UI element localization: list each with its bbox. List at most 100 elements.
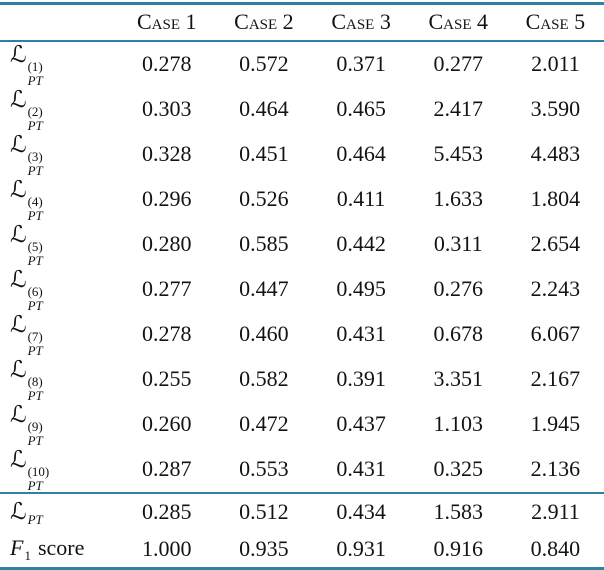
value-cell: 1.945 [530, 411, 581, 436]
column-header: Case 5 [506, 3, 604, 42]
value-cell: 0.303 [142, 96, 192, 121]
value-cell: 0.916 [433, 535, 483, 561]
column-header: Case 3 [312, 3, 410, 42]
table-row: ℒ (2) PT 0.303 0.464 0.465 2.417 3.590 [0, 87, 604, 132]
value-cell: 2.654 [530, 231, 581, 256]
row-label: ℒ (10) PT [0, 447, 118, 493]
value-cell: 1.000 [142, 535, 192, 561]
math-symbol: ℒ [10, 401, 27, 428]
value-cell: 0.391 [336, 366, 386, 391]
value-cell: 0.526 [239, 186, 289, 211]
value-cell: 0.371 [336, 51, 386, 76]
table-row: ℒPT 0.285 0.512 0.434 1.583 2.911 [0, 492, 604, 531]
value-cell: 0.582 [239, 366, 289, 391]
row-label: ℒ (8) PT [0, 357, 118, 402]
row-label: F1 score [0, 531, 118, 569]
value-cell: 0.840 [530, 535, 581, 561]
value-cell: 0.465 [336, 96, 386, 121]
math-symbol: ℒ [10, 41, 27, 68]
value-cell: 0.328 [142, 141, 192, 166]
math-symbol: ℒ [10, 176, 27, 203]
value-cell: 0.678 [433, 321, 483, 346]
math-symbol: F [10, 535, 24, 561]
row-label: ℒ (6) PT [0, 267, 118, 312]
value-cell: 2.243 [530, 276, 581, 301]
value-cell: 0.442 [336, 231, 386, 256]
value-cell: 0.464 [336, 141, 386, 166]
value-cell: 2.417 [433, 96, 483, 121]
header-row: Case 1 Case 2 Case 3 Case 4 Case 5 [0, 3, 604, 42]
row-label: ℒ (1) PT [0, 41, 118, 87]
table-row: ℒ (7) PT 0.278 0.460 0.431 0.678 6.067 [0, 312, 604, 357]
value-cell: 0.255 [142, 366, 192, 391]
value-cell: 0.260 [142, 411, 192, 436]
table-row: ℒ (5) PT 0.280 0.585 0.442 0.311 2.654 [0, 222, 604, 267]
row-label: ℒ (4) PT [0, 177, 118, 222]
superscript-subscript: (5) PT [27, 238, 43, 268]
superscript-subscript: (7) PT [27, 328, 43, 358]
value-cell: 2.011 [531, 51, 580, 76]
value-cell: 0.512 [239, 499, 289, 524]
superscript-subscript: (3) PT [27, 148, 43, 178]
value-cell: 0.325 [433, 456, 483, 481]
value-cell: 0.431 [336, 456, 386, 481]
superscript-subscript: (8) PT [27, 373, 43, 403]
table-row: F1 score 1.000 0.935 0.931 0.916 0.840 [0, 531, 604, 569]
value-cell: 0.280 [142, 231, 192, 256]
value-cell: 1.583 [433, 499, 483, 524]
superscript-subscript: (2) PT [27, 103, 43, 133]
value-cell: 4.483 [530, 141, 581, 166]
value-cell: 0.935 [239, 535, 289, 561]
value-cell: 0.460 [239, 321, 289, 346]
value-cell: 1.633 [433, 186, 483, 211]
row-label: ℒ (2) PT [0, 87, 118, 132]
superscript-subscript: (9) PT [27, 418, 43, 448]
math-symbol: ℒ [10, 221, 27, 248]
table-row: ℒ (10) PT 0.287 0.553 0.431 0.325 2.136 [0, 447, 604, 493]
value-cell: 0.278 [142, 51, 192, 76]
value-cell: 0.285 [142, 499, 192, 524]
subscript: 1 [24, 548, 31, 564]
math-symbol: ℒ [10, 446, 27, 473]
value-cell: 1.804 [530, 186, 581, 211]
value-cell: 0.931 [336, 535, 386, 561]
row-label: ℒ (7) PT [0, 312, 118, 357]
row-label: ℒ (5) PT [0, 222, 118, 267]
column-header: Case 2 [215, 3, 313, 42]
superscript-subscript: (6) PT [27, 283, 43, 313]
value-cell: 0.431 [336, 321, 386, 346]
table-row: ℒ (3) PT 0.328 0.451 0.464 5.453 4.483 [0, 132, 604, 177]
value-cell: 0.287 [142, 456, 192, 481]
value-cell: 0.434 [336, 499, 386, 524]
value-cell: 5.453 [433, 141, 483, 166]
value-cell: 0.277 [433, 51, 483, 76]
value-cell: 3.590 [530, 96, 581, 121]
row-label-header [0, 3, 119, 42]
value-cell: 0.411 [336, 186, 386, 211]
value-cell: 2.167 [530, 366, 581, 391]
value-cell: 0.276 [433, 276, 483, 301]
math-symbol: ℒ [10, 356, 27, 383]
value-cell: 0.553 [239, 456, 289, 481]
value-cell: 0.311 [433, 231, 483, 256]
value-cell: 0.464 [239, 96, 289, 121]
math-symbol: ℒ [10, 131, 27, 158]
value-cell: 0.447 [239, 276, 289, 301]
table-row: ℒ (4) PT 0.296 0.526 0.411 1.633 1.804 [0, 177, 604, 222]
row-label: ℒ (3) PT [0, 132, 118, 177]
value-cell: 0.451 [239, 141, 289, 166]
value-cell: 0.277 [142, 276, 192, 301]
value-cell: 0.437 [336, 411, 386, 436]
table-body: ℒ (1) PT 0.278 0.572 0.371 0.277 2.011 ℒ (2) PT 0.3… [0, 41, 604, 569]
value-cell: 3.351 [433, 366, 483, 391]
row-label: ℒ (9) PT [0, 402, 118, 447]
column-header: Case 1 [118, 3, 216, 42]
value-cell: 0.296 [142, 186, 192, 211]
table-row: ℒ (6) PT 0.277 0.447 0.495 0.276 2.243 [0, 267, 604, 312]
math-symbol: ℒ [10, 86, 27, 113]
value-cell: 0.572 [239, 51, 289, 76]
value-cell: 1.103 [433, 411, 483, 436]
label-suffix: score [37, 535, 85, 561]
math-symbol: ℒ [10, 311, 27, 338]
